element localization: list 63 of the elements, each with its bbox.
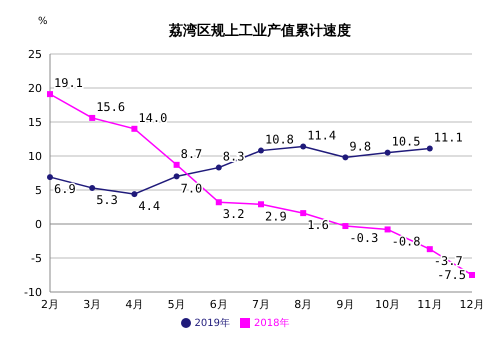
y-tick-label: 20 xyxy=(28,82,42,95)
point xyxy=(47,91,53,98)
x-tick-label: 2月 xyxy=(41,298,59,311)
point xyxy=(89,184,96,191)
data-label: 10.5 xyxy=(392,134,421,149)
x-tick-label: 7月 xyxy=(252,298,270,311)
data-label: 9.8 xyxy=(349,139,372,154)
x-tick-label: 10月 xyxy=(375,298,400,311)
y-tick-label: -5 xyxy=(31,252,42,265)
y-tick-label: 25 xyxy=(28,48,42,61)
y-tick-label: 0 xyxy=(35,218,42,231)
data-label: 11.1 xyxy=(434,130,463,145)
data-label: 14.0 xyxy=(138,110,168,125)
data-label: 5.3 xyxy=(96,192,118,207)
x-tick-label: 9月 xyxy=(336,298,354,311)
point xyxy=(384,150,391,156)
y-tick-label: 5 xyxy=(35,184,42,197)
point xyxy=(426,246,433,252)
x-tick-label: 12月 xyxy=(460,298,484,311)
data-label: -7.5 xyxy=(437,268,466,282)
x-tick-label: 11月 xyxy=(417,298,442,311)
point xyxy=(174,173,180,180)
data-label: 6.9 xyxy=(54,182,76,196)
chart-title: 荔湾区规上工业产值累计速度 xyxy=(169,23,351,39)
y-tick-label: 15 xyxy=(28,116,42,129)
point xyxy=(258,148,264,154)
point xyxy=(174,162,180,168)
data-label: 7.0 xyxy=(180,181,202,196)
data-label: 8.7 xyxy=(180,146,202,161)
data-label: 15.6 xyxy=(96,100,126,114)
x-tick-label: 3月 xyxy=(83,298,102,311)
point xyxy=(469,272,475,278)
x-tick-label: 6月 xyxy=(210,298,228,311)
point xyxy=(342,223,348,230)
x-tick-label: 8月 xyxy=(294,298,312,311)
data-label: -0.3 xyxy=(349,231,378,246)
point xyxy=(47,174,53,180)
data-label: 10.8 xyxy=(265,132,294,147)
data-label: 2.9 xyxy=(265,209,287,224)
data-label: 19.1 xyxy=(54,76,83,90)
point xyxy=(131,191,138,198)
point xyxy=(300,143,306,150)
point xyxy=(258,201,264,208)
point xyxy=(426,146,433,152)
point xyxy=(342,154,348,160)
data-label: 1.6 xyxy=(307,218,329,232)
data-label: 8.3 xyxy=(222,150,244,164)
data-label: 4.4 xyxy=(138,199,160,214)
y-tick-label: -10 xyxy=(24,286,42,299)
legend-label: 2018年 xyxy=(254,318,290,329)
point xyxy=(216,199,222,206)
x-tick-label: 5月 xyxy=(168,298,186,311)
point xyxy=(89,114,96,121)
point xyxy=(300,210,306,216)
legend-label: 2019年 xyxy=(194,318,230,329)
x-tick-label: 4月 xyxy=(125,298,144,311)
point xyxy=(384,226,391,232)
y-axis-title: % xyxy=(38,16,48,27)
data-label: 3.2 xyxy=(222,207,244,222)
y-tick-label: 10 xyxy=(28,150,42,163)
data-label: 11.4 xyxy=(307,128,336,142)
point xyxy=(131,126,138,132)
point xyxy=(216,164,222,171)
